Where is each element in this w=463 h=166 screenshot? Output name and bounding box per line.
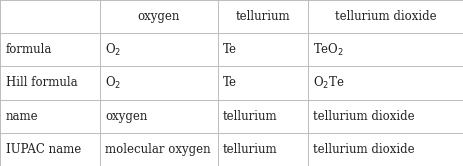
Text: tellurium dioxide: tellurium dioxide <box>313 110 415 123</box>
Text: Te: Te <box>223 77 237 89</box>
Text: O$_2$: O$_2$ <box>105 75 121 91</box>
Text: oxygen: oxygen <box>138 10 180 23</box>
Text: name: name <box>6 110 38 123</box>
Text: tellurium dioxide: tellurium dioxide <box>335 10 436 23</box>
Text: tellurium: tellurium <box>223 143 278 156</box>
Text: tellurium: tellurium <box>236 10 290 23</box>
Text: formula: formula <box>6 43 52 56</box>
Text: O$_2$Te: O$_2$Te <box>313 75 345 91</box>
Text: TeO$_2$: TeO$_2$ <box>313 42 344 58</box>
Text: Hill formula: Hill formula <box>6 77 77 89</box>
Text: molecular oxygen: molecular oxygen <box>105 143 211 156</box>
Text: oxygen: oxygen <box>105 110 148 123</box>
Text: IUPAC name: IUPAC name <box>6 143 81 156</box>
Text: tellurium: tellurium <box>223 110 278 123</box>
Text: Te: Te <box>223 43 237 56</box>
Text: tellurium dioxide: tellurium dioxide <box>313 143 415 156</box>
Text: O$_2$: O$_2$ <box>105 42 121 58</box>
